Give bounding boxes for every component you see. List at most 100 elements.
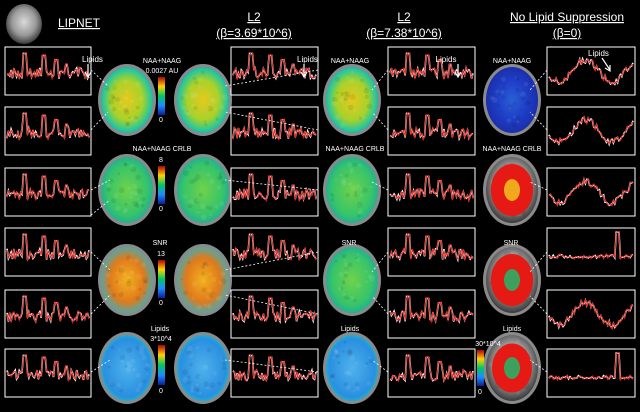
- brain-lipnet-0-texture: [125, 89, 130, 94]
- brain-l2b-1-texture: [358, 203, 362, 208]
- brain-lipnet-2-texture: [106, 273, 111, 278]
- spectrum-l2b-2-data-line: [389, 173, 474, 202]
- brain-l2b-0-texture: [335, 91, 339, 95]
- brain-l2b-0-texture: [349, 94, 356, 100]
- brain-l2b-2-texture: [355, 257, 361, 263]
- brain-l2b-0-texture: [345, 96, 350, 100]
- brain-lipnet-1-texture: [115, 205, 121, 212]
- header-nolip-beta: (β=0): [553, 26, 582, 40]
- spectrum-l2a-0-data-line: [232, 52, 317, 81]
- label-lipids-min: 0: [159, 388, 163, 395]
- brain-l2b-3-texture: [368, 356, 371, 359]
- spectrum-l2a-1: [230, 106, 319, 156]
- brain-l2b-2-texture: [368, 275, 375, 282]
- brain-lipnet-1-texture: [127, 186, 131, 190]
- brain-l2b-3-texture: [331, 378, 334, 381]
- brain-nolip-3-texture: [516, 390, 521, 395]
- header-l2b-beta: (β=7.38*10^6): [366, 26, 442, 40]
- brain-l2a-0-texture: [209, 97, 215, 103]
- label-snr-max: 13: [157, 251, 165, 258]
- brain-l2a-3-texture: [195, 345, 199, 350]
- brain-l2b-3-texture: [368, 359, 373, 364]
- brain-nolip-0: [486, 67, 538, 133]
- brain-l2a-2-texture: [207, 288, 212, 293]
- brain-nolip-0-texture: [520, 95, 526, 101]
- brain-lipnet-2-texture: [118, 267, 125, 273]
- brain-nolip-0-texture: [523, 81, 529, 87]
- brain-l2b-1-texture: [354, 190, 358, 194]
- brain-l2b-2-texture: [343, 268, 348, 273]
- label-l2b-crlb: NAA+NAAG CRLB: [326, 146, 385, 153]
- brain-l2b-1-texture: [340, 177, 346, 184]
- spectrum-nolip-3: [546, 227, 636, 277]
- brain-l2a-1-texture: [195, 209, 201, 214]
- brain-lipnet-1-texture: [129, 163, 135, 170]
- brain-l2a-0-texture: [215, 117, 219, 121]
- colorbar-naa: [158, 77, 165, 115]
- brain-l2a-0-texture: [192, 76, 197, 81]
- brain-lipnet-2-texture: [105, 266, 111, 272]
- brain-lipnet-0-texture: [113, 79, 117, 83]
- brain-l2a-2-texture: [202, 261, 209, 268]
- brain-l2b-3-texture: [343, 382, 349, 387]
- label-crlb-min: 0: [159, 206, 163, 213]
- brain-l2b-0-texture: [364, 94, 369, 99]
- brain-l2b-0-texture: [362, 87, 366, 91]
- colorbar-lipids: [158, 345, 165, 385]
- brain-l2a-3-texture: [222, 366, 227, 371]
- brain-l2a-1-texture: [182, 170, 189, 177]
- brain-l2b-3-texture: [346, 370, 350, 374]
- brain-lipnet-3-texture: [144, 366, 150, 372]
- brain-l2a-1-texture: [196, 198, 200, 203]
- nolip-core-0: [504, 179, 520, 201]
- leader-line-17: [371, 295, 389, 315]
- brain-lipnet-3-texture: [108, 381, 114, 386]
- spectrum-l2a-5-fit-line: [232, 354, 317, 383]
- brain-lipnet-3-texture: [126, 367, 132, 373]
- brain-l2a-2-texture: [191, 281, 198, 287]
- brain-l2b-2-texture: [356, 252, 360, 256]
- label-naa-min: 0: [159, 117, 163, 124]
- brain-l2b-3-texture: [354, 382, 359, 387]
- brain-l2a-2-texture: [205, 265, 209, 269]
- nolip-core-1: [504, 269, 520, 291]
- brain-lipnet-0-texture: [138, 96, 143, 101]
- spectrum-nolip-5-data-line: [548, 352, 634, 382]
- leader-line-15: [371, 181, 389, 191]
- lipids-arrow-icon: [300, 64, 308, 79]
- brain-l2a-3-texture: [186, 345, 193, 352]
- brain-l2a-3-texture: [187, 352, 194, 358]
- brain-l2b-2-texture: [339, 286, 344, 291]
- lipids-arrow-icon: [454, 64, 462, 79]
- brain-l2a-1-texture: [207, 205, 213, 211]
- brain-l2b-0-texture: [360, 115, 365, 120]
- brain-nolip-0-texture: [502, 86, 507, 90]
- brain-lipnet-3-texture: [132, 367, 136, 372]
- brain-lipnet-1-texture: [132, 183, 137, 189]
- brain-l2a-3-texture: [217, 381, 222, 386]
- brain-l2a-3-texture: [198, 391, 202, 395]
- brain-l2b-0-texture: [343, 98, 347, 102]
- brain-l2a-1-texture: [219, 201, 225, 207]
- brain-l2a-2-texture: [180, 278, 184, 281]
- brain-l2a-1-texture: [189, 179, 195, 185]
- brain-l2b-2-texture: [352, 298, 357, 303]
- brain-nolip-3-texture: [516, 339, 521, 344]
- brain-l2b-1-texture: [347, 162, 353, 168]
- brain-l2b-1-texture: [355, 184, 361, 190]
- brain-l2b-1-texture: [358, 163, 362, 168]
- brain-lipnet-2-texture: [118, 291, 124, 297]
- brain-l2a-0-texture: [213, 107, 217, 111]
- label-snr: SNR: [153, 240, 168, 247]
- brain-l2a-1-texture: [200, 203, 206, 210]
- brain-l2a-0-texture: [190, 91, 197, 98]
- brain-l2a-0-texture: [206, 106, 210, 110]
- brain-l2a-2-texture: [200, 271, 206, 276]
- brain-lipnet-3-texture: [135, 345, 141, 351]
- brain-l2b-1-texture: [350, 170, 354, 174]
- brain-l2b-0-texture: [363, 88, 369, 94]
- brain-l2a-3-texture: [186, 379, 192, 385]
- brain-lipnet-0-texture: [115, 96, 121, 103]
- brain-lipnet-3-texture: [135, 387, 141, 393]
- brain-l2b-1-texture: [358, 212, 361, 216]
